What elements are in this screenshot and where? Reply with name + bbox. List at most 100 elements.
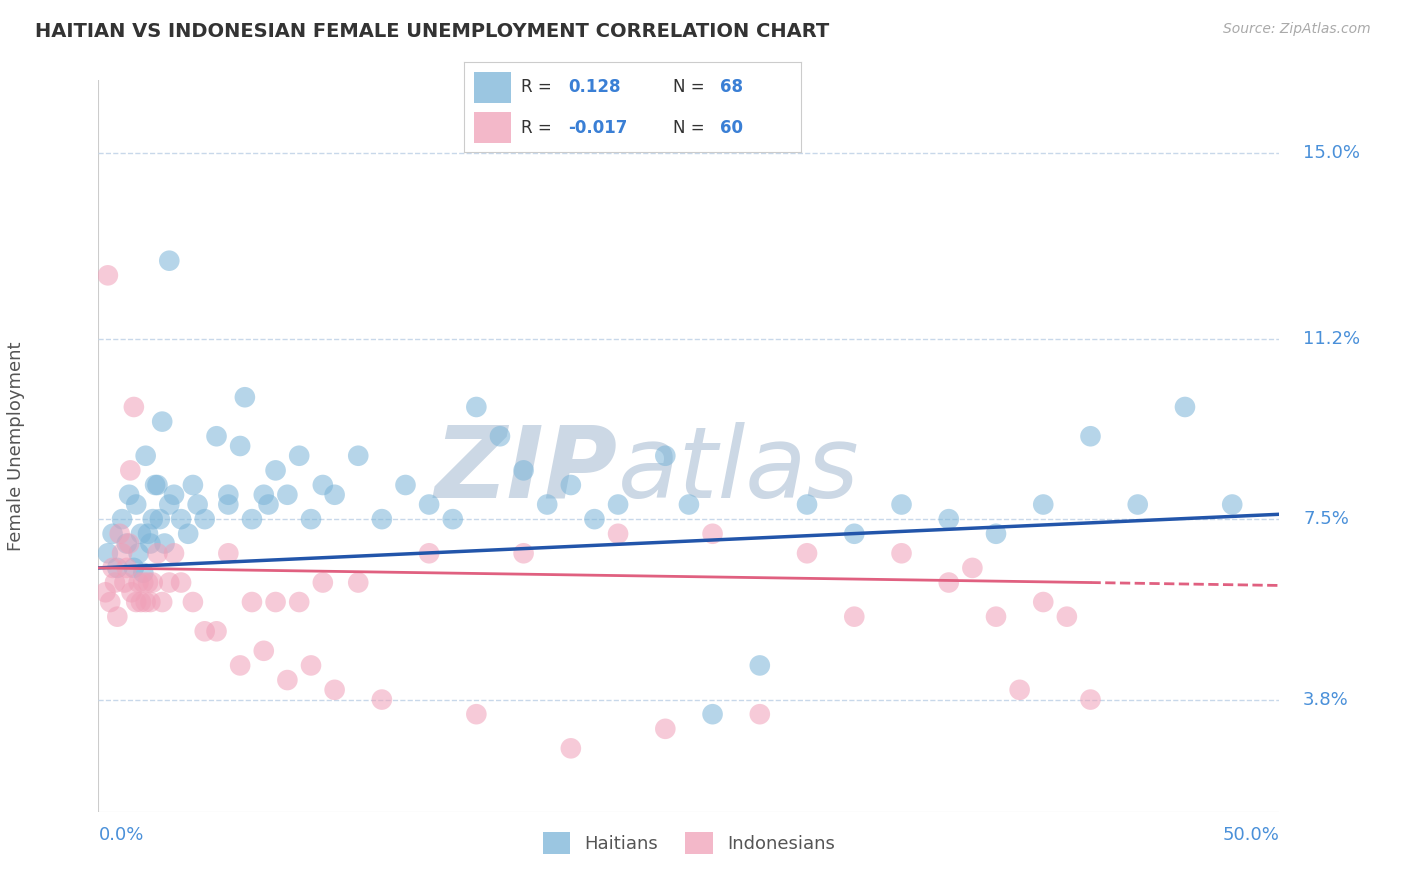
Point — [108, 526, 131, 541]
Point — [264, 595, 287, 609]
Point — [122, 561, 145, 575]
Point — [702, 707, 724, 722]
Text: 0.0%: 0.0% — [98, 826, 143, 845]
Point — [146, 546, 169, 560]
Point — [157, 253, 180, 268]
Point — [187, 498, 209, 512]
Point — [276, 488, 298, 502]
Point — [257, 498, 280, 512]
Text: N =: N = — [673, 119, 704, 136]
Point — [104, 575, 127, 590]
Point — [101, 526, 124, 541]
Point — [125, 595, 148, 609]
Point — [323, 682, 346, 697]
Point — [94, 585, 117, 599]
Point — [120, 463, 142, 477]
Point — [170, 575, 193, 590]
Point — [938, 512, 960, 526]
Point — [97, 268, 120, 283]
Point — [654, 449, 676, 463]
Point — [890, 498, 912, 512]
Point — [217, 488, 239, 502]
Text: 7.5%: 7.5% — [1303, 510, 1348, 528]
Point — [181, 478, 204, 492]
Point — [105, 609, 128, 624]
Point — [465, 707, 488, 722]
Point — [121, 585, 143, 599]
Point — [125, 498, 148, 512]
Point — [418, 546, 440, 560]
Point — [105, 561, 128, 575]
Point — [118, 488, 141, 502]
Point — [146, 478, 169, 492]
Point — [194, 624, 217, 639]
Point — [1080, 429, 1102, 443]
FancyBboxPatch shape — [474, 72, 512, 103]
Point — [796, 546, 818, 560]
Point — [150, 415, 173, 429]
Point — [136, 575, 159, 590]
Point — [465, 400, 488, 414]
Point — [112, 575, 135, 590]
Point — [170, 512, 193, 526]
Point — [115, 536, 138, 550]
Point — [748, 707, 770, 722]
Point — [132, 566, 155, 580]
Point — [323, 488, 346, 502]
Point — [139, 595, 162, 609]
Point — [129, 526, 152, 541]
Point — [536, 498, 558, 512]
Point — [299, 658, 322, 673]
Point — [157, 575, 180, 590]
Point — [233, 390, 256, 404]
Point — [118, 536, 141, 550]
Point — [163, 488, 186, 502]
Text: 3.8%: 3.8% — [1303, 690, 1348, 708]
Point — [153, 536, 176, 550]
Point — [347, 575, 370, 590]
Point — [702, 526, 724, 541]
Point — [583, 512, 606, 526]
Point — [796, 498, 818, 512]
Point — [938, 575, 960, 590]
Point — [299, 512, 322, 526]
Point — [132, 575, 155, 590]
Text: Female Unemployment: Female Unemployment — [7, 342, 25, 550]
Point — [1032, 595, 1054, 609]
Point — [984, 609, 1007, 624]
Point — [288, 595, 311, 609]
Point — [264, 463, 287, 477]
Point — [1220, 498, 1243, 512]
Point — [962, 561, 984, 575]
Point — [371, 692, 394, 706]
Point — [240, 595, 263, 609]
Text: R =: R = — [522, 119, 553, 136]
Point — [512, 546, 534, 560]
Point — [844, 526, 866, 541]
Point — [194, 512, 217, 526]
Point — [128, 546, 150, 560]
Text: R =: R = — [522, 78, 553, 96]
Point — [253, 644, 276, 658]
Point — [229, 439, 252, 453]
Text: 68: 68 — [720, 78, 744, 96]
Text: -0.017: -0.017 — [568, 119, 628, 136]
Point — [135, 595, 157, 609]
Point — [205, 429, 228, 443]
Point — [890, 546, 912, 560]
Point — [844, 609, 866, 624]
Point — [276, 673, 298, 687]
Point — [512, 463, 534, 477]
Point — [177, 526, 200, 541]
Point — [394, 478, 416, 492]
Point — [149, 512, 172, 526]
Point — [128, 575, 150, 590]
Text: 0.128: 0.128 — [568, 78, 621, 96]
Point — [135, 449, 157, 463]
Point — [312, 575, 335, 590]
Text: 11.2%: 11.2% — [1303, 330, 1360, 348]
Point — [98, 595, 121, 609]
Point — [418, 498, 440, 512]
Legend: Haitians, Indonesians: Haitians, Indonesians — [536, 825, 842, 861]
Point — [129, 595, 152, 609]
